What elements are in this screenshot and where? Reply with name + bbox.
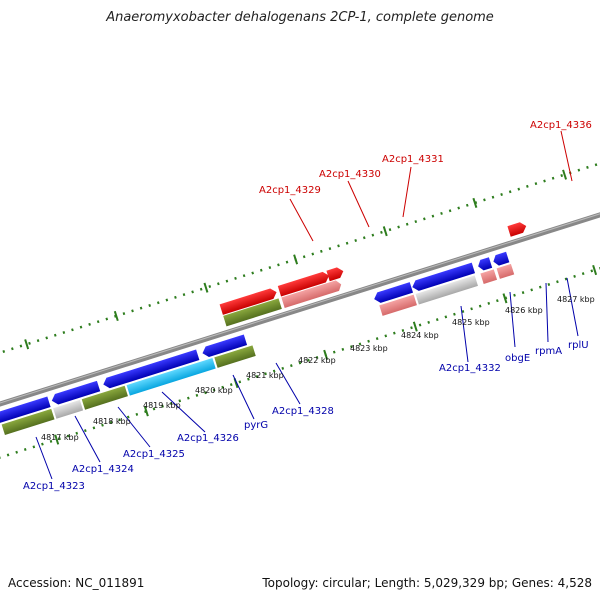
kbp-label: 4821 kbp: [246, 371, 284, 380]
kbp-label: 4818 kbp: [93, 417, 131, 426]
gene-label[interactable]: A2cp1_4336: [530, 120, 592, 131]
gene-reverse-pink-1[interactable]: [379, 294, 417, 316]
kbp-scale-labels: 4817 kbp 4818 kbp 4819 kbp 4820 kbp 4821…: [41, 295, 595, 442]
gene-forward-red-2[interactable]: [326, 266, 345, 282]
reverse-gene-row-1[interactable]: [0, 251, 510, 443]
gene-reverse-cyan[interactable]: [126, 358, 216, 396]
gene-label[interactable]: A2cp1_4330: [319, 169, 381, 180]
forward-gene-labels[interactable]: A2cp1_4329 A2cp1_4330 A2cp1_4331 A2cp1_4…: [259, 120, 592, 196]
kbp-label: 4823 kbp: [350, 344, 388, 353]
gene-obgE[interactable]: [411, 262, 476, 293]
accession-text: Accession: NC_011891: [8, 576, 145, 590]
gene-label[interactable]: A2cp1_4326: [177, 433, 239, 444]
gene-a2cp1-4324[interactable]: [0, 396, 51, 425]
gene-reverse-pink-2[interactable]: [480, 269, 498, 285]
kbp-label: 4827 kbp: [557, 295, 595, 304]
gene-label[interactable]: A2cp1_4329: [259, 185, 321, 196]
gene-reverse-pink-3[interactable]: [496, 263, 515, 279]
gene-reverse-olive-1[interactable]: [1, 408, 55, 435]
forward-gene-row-1[interactable]: [223, 221, 528, 327]
gene-a2cp1-4331[interactable]: [277, 270, 331, 297]
kbp-label: 4820 kbp: [195, 386, 233, 395]
reverse-leader-lines: [35, 277, 579, 480]
kbp-label: 4824 kbp: [401, 331, 439, 340]
gene-label[interactable]: A2cp1_4323: [23, 481, 85, 492]
gene-a2cp1-4328[interactable]: [214, 345, 256, 368]
major-ticks: [24, 169, 598, 445]
gene-pyrG[interactable]: [201, 334, 248, 359]
gene-label[interactable]: A2cp1_4328: [272, 406, 334, 417]
kbp-label: 4825 kbp: [452, 318, 490, 327]
gene-reverse-grey-1[interactable]: [53, 399, 84, 419]
inner-tick-track: [0, 241, 600, 473]
kbp-label: 4822 kbp: [298, 356, 336, 365]
gene-rplU[interactable]: [492, 251, 510, 267]
gene-a2cp1-4329[interactable]: [223, 298, 282, 327]
kbp-label: 4826 kbp: [505, 306, 543, 315]
forward-gene-row-2[interactable]: [219, 266, 345, 315]
gene-label[interactable]: A2cp1_4324: [72, 464, 134, 475]
gene-label[interactable]: rpmA: [535, 346, 562, 357]
gene-a2cp1-4336[interactable]: [507, 221, 527, 237]
gene-a2cp1-4325[interactable]: [50, 380, 101, 406]
gene-rpmA[interactable]: [476, 257, 493, 271]
kbp-label: 4819 kbp: [143, 401, 181, 410]
genome-title: Anaeromyxobacter dehalogenans 2CP-1, com…: [106, 10, 494, 25]
gene-reverse-olive-2[interactable]: [81, 385, 128, 410]
gene-a2cp1-4332[interactable]: [373, 282, 414, 304]
topology-text: Topology: circular; Length: 5,029,329 bp…: [262, 576, 592, 590]
gene-label[interactable]: A2cp1_4332: [439, 363, 501, 374]
gene-label[interactable]: A2cp1_4331: [382, 154, 444, 165]
genome-backbone: [0, 191, 600, 426]
gene-a2cp1-4326[interactable]: [102, 349, 200, 390]
gene-label[interactable]: obgE: [505, 353, 530, 364]
gene-a2cp1-4330[interactable]: [281, 279, 342, 308]
kbp-label: 4817 kbp: [41, 433, 79, 442]
forward-leader-lines: [289, 130, 573, 242]
gene-label[interactable]: rplU: [568, 340, 589, 351]
outer-tick-track: [0, 146, 600, 378]
reverse-gene-row-2[interactable]: [0, 263, 515, 446]
reverse-gene-labels[interactable]: A2cp1_4323 A2cp1_4324 A2cp1_4325 A2cp1_4…: [23, 340, 589, 492]
gene-forward-red-1[interactable]: [219, 287, 279, 315]
gene-label[interactable]: A2cp1_4325: [123, 449, 185, 460]
gene-reverse-grey-2[interactable]: [415, 275, 478, 305]
gene-label[interactable]: pyrG: [244, 420, 268, 431]
